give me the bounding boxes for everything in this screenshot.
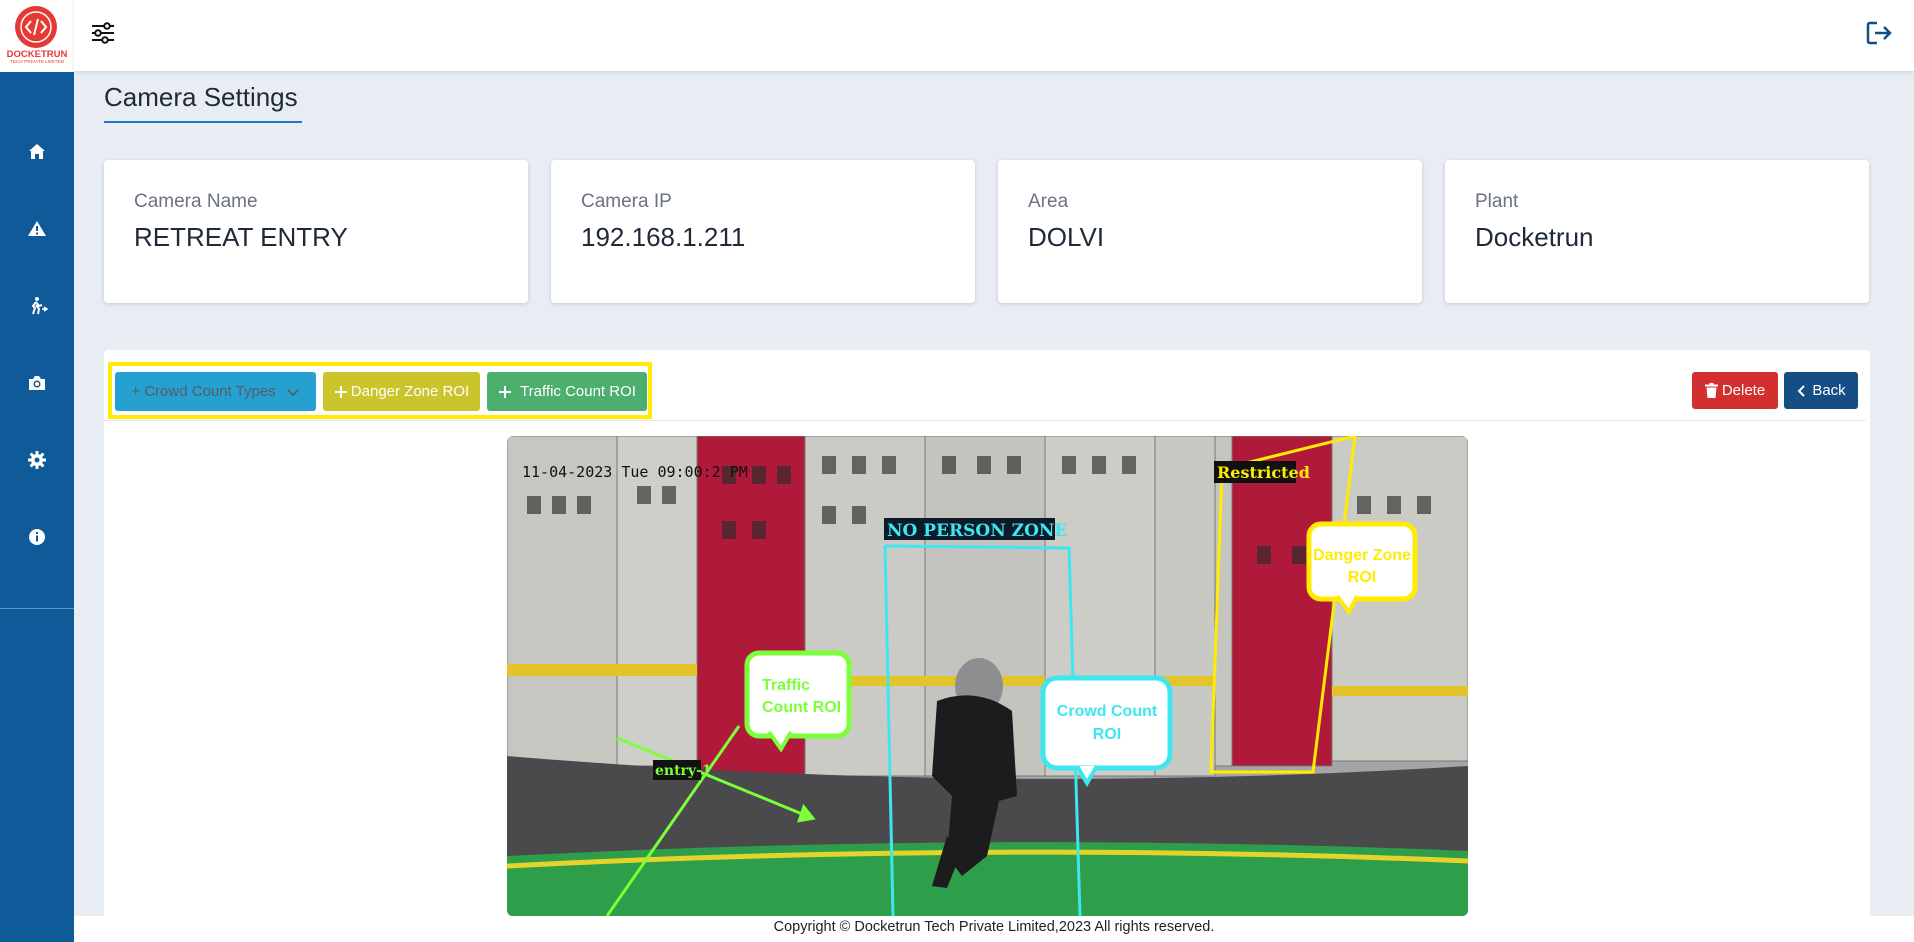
camera-name-card: Camera Name RETREAT ENTRY	[104, 160, 528, 303]
card-value: 192.168.1.211	[581, 222, 746, 252]
add-danger-zone-roi-button[interactable]: Danger Zone ROI	[323, 372, 480, 411]
sidebar-divider	[0, 608, 74, 609]
danger-zone-callout-line2: ROI	[1348, 569, 1376, 586]
crowd-count-callout-line2: ROI	[1093, 726, 1121, 743]
warning-icon	[28, 221, 46, 236]
sidebar-item-movement[interactable]	[22, 291, 52, 321]
back-button[interactable]: Back	[1784, 372, 1858, 409]
code-icon	[15, 6, 57, 48]
card-value: Docketrun	[1475, 222, 1594, 252]
trash-icon	[1704, 383, 1718, 398]
add-traffic-count-roi-button[interactable]: Traffic Count ROI	[487, 372, 647, 411]
no-person-zone-label: NO PERSON ZONE	[887, 521, 1067, 541]
delete-label: Delete	[1721, 382, 1766, 399]
plus-icon	[334, 385, 347, 398]
card-label: Area	[1028, 191, 1069, 212]
home-icon	[29, 144, 45, 159]
info-icon	[29, 529, 45, 545]
camera-timestamp: 11-04-2023 Tue 09:00:2 PM	[522, 463, 748, 481]
camera-icon	[29, 376, 45, 390]
gear-icon	[28, 451, 46, 469]
sidebar-item-home[interactable]	[22, 137, 52, 167]
top-header	[74, 0, 1914, 71]
entry-label: entry-1	[655, 763, 712, 779]
chevron-down-icon	[287, 388, 299, 396]
card-label: Plant	[1475, 191, 1519, 212]
title-underline	[104, 121, 302, 123]
sliders-icon[interactable]	[88, 18, 118, 48]
crowd-count-callout-line1: Crowd Count	[1057, 703, 1158, 720]
restricted-label: Restricted	[1217, 463, 1310, 482]
card-label: Camera IP	[581, 191, 672, 212]
sidebar-item-info[interactable]	[22, 522, 52, 552]
brand-name: DOCKETRUN	[6, 49, 68, 60]
page-title: Camera Settings	[104, 82, 298, 112]
roi-button-group	[108, 362, 652, 419]
card-value: RETREAT ENTRY	[134, 222, 348, 252]
danger-zone-label: Danger Zone ROI	[350, 383, 470, 400]
card-value: DOLVI	[1028, 222, 1105, 252]
sidebar-item-camera[interactable]	[22, 368, 52, 398]
traffic-count-callout-line2: Count ROI	[762, 699, 841, 716]
chevron-left-icon	[1797, 384, 1806, 397]
camera-preview[interactable]: 11-04-2023 Tue 09:00:2 PM NO PERSON ZONE…	[507, 436, 1468, 916]
running-person-icon	[31, 297, 48, 315]
delete-button[interactable]: Delete	[1692, 372, 1778, 409]
card-label: Camera Name	[134, 191, 258, 212]
footer: Copyright © Docketrun Tech Private Limit…	[74, 916, 1914, 942]
back-label: Back	[1812, 382, 1846, 399]
danger-zone-callout-line1: Danger Zone	[1313, 547, 1411, 564]
brand-logo[interactable]: DOCKETRUN TECH PRIVATE LIMITED	[0, 0, 74, 72]
camera-frame: 11-04-2023 Tue 09:00:2 PM NO PERSON ZONE…	[507, 436, 1468, 916]
traffic-count-label: Traffic Count ROI	[520, 383, 636, 400]
sidebar-item-alerts[interactable]	[22, 214, 52, 244]
area-card: Area DOLVI	[998, 160, 1422, 303]
sidebar-item-settings[interactable]	[22, 445, 52, 475]
sidebar: DOCKETRUN TECH PRIVATE LIMITED	[0, 0, 74, 942]
camera-ip-card: Camera IP 192.168.1.211	[551, 160, 975, 303]
plus-icon	[499, 385, 512, 398]
brand-subtitle: TECH PRIVATE LIMITED	[9, 60, 65, 65]
crowd-count-label: + Crowd Count Types	[131, 383, 276, 400]
logout-icon[interactable]	[1864, 18, 1894, 48]
panel-divider	[104, 420, 1866, 421]
crowd-count-types-dropdown[interactable]: + Crowd Count Types	[115, 372, 316, 411]
plant-card: Plant Docketrun	[1445, 160, 1869, 303]
traffic-count-callout-line1: Traffic	[762, 677, 810, 694]
